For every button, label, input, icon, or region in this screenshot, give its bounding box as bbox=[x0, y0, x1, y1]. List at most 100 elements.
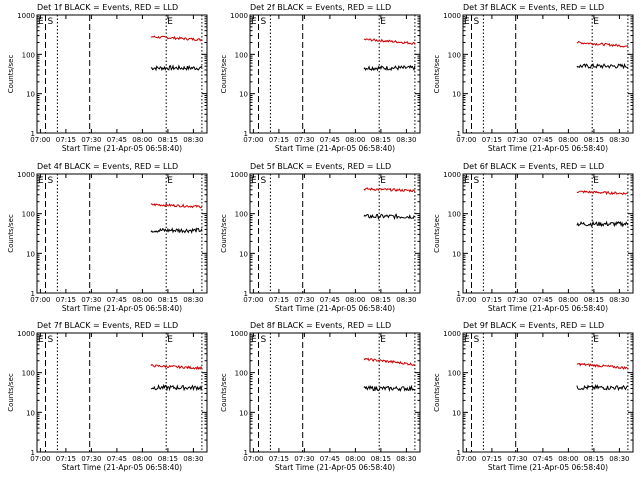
lld-series-line bbox=[150, 364, 203, 371]
x-tick-label: 07:00 bbox=[243, 455, 263, 463]
x-tick-label: 07:00 bbox=[30, 455, 50, 463]
y-tick-label: 1 bbox=[457, 130, 461, 138]
x-tick-label: 08:30 bbox=[183, 136, 203, 144]
event-marker-label: S bbox=[474, 176, 480, 186]
plot-frame bbox=[36, 173, 208, 294]
y-axis-label: Counts/sec bbox=[7, 373, 15, 412]
x-tick-label: 08:00 bbox=[345, 136, 365, 144]
event-marker-label: E bbox=[167, 335, 173, 345]
y-tick-label: 1 bbox=[244, 290, 248, 298]
event-marker-label: E bbox=[251, 176, 257, 186]
x-tick-label: 08:00 bbox=[558, 136, 578, 144]
x-tick-label: 07:30 bbox=[294, 296, 314, 304]
detector-panel-2: Det 2f BLACK = Events, RED = LLD 1 10 100 10… bbox=[220, 3, 421, 153]
x-tick-label: 08:30 bbox=[396, 296, 416, 304]
y-tick-label: 1000 bbox=[443, 171, 461, 179]
event-marker-label: E bbox=[593, 176, 599, 186]
x-axis-label: Start Time (21-Apr-05 06:58:40) bbox=[275, 144, 395, 153]
x-tick-label: 07:30 bbox=[507, 455, 527, 463]
x-axis-label: Start Time (21-Apr-05 06:58:40) bbox=[62, 144, 182, 153]
y-tick-label: 100 bbox=[235, 211, 248, 219]
x-tick-label: 07:45 bbox=[107, 136, 127, 144]
lld-series-line bbox=[576, 40, 629, 48]
x-tick-label: 08:30 bbox=[609, 455, 629, 463]
panel-title: Det 2f BLACK = Events, RED = LLD bbox=[250, 3, 391, 12]
events-series-line bbox=[363, 213, 416, 221]
event-marker-label: S bbox=[261, 335, 267, 345]
x-axis-label: Start Time (21-Apr-05 06:58:40) bbox=[488, 144, 608, 153]
event-marker-label: S bbox=[474, 17, 480, 27]
y-tick-label: 1000 bbox=[230, 12, 248, 20]
x-tick-label: 07:00 bbox=[243, 296, 263, 304]
x-tick-label: 08:15 bbox=[158, 136, 178, 144]
y-tick-label: 1 bbox=[31, 130, 35, 138]
y-tick-label: 1 bbox=[457, 290, 461, 298]
plot-frame bbox=[462, 14, 634, 134]
x-tick-label: 08:30 bbox=[609, 136, 629, 144]
event-marker-label: S bbox=[261, 17, 267, 27]
x-tick-label: 07:30 bbox=[507, 296, 527, 304]
x-tick-label: 07:00 bbox=[456, 136, 476, 144]
x-tick-label: 07:45 bbox=[107, 455, 127, 463]
x-tick-label: 07:45 bbox=[107, 296, 127, 304]
y-tick-label: 10 bbox=[239, 250, 248, 258]
y-tick-label: 1000 bbox=[443, 12, 461, 20]
y-tick-label: 1 bbox=[244, 449, 248, 457]
event-marker-label: E bbox=[380, 176, 386, 186]
lld-series-line bbox=[363, 357, 416, 367]
events-series-line bbox=[150, 227, 203, 234]
detector-panel-3: Det 3f BLACK = Events, RED = LLD 1 10 100 10… bbox=[433, 3, 634, 153]
event-marker-label: S bbox=[48, 176, 54, 186]
events-series-line bbox=[150, 383, 203, 392]
plot-frame bbox=[249, 332, 421, 453]
y-tick-label: 10 bbox=[26, 91, 35, 99]
x-tick-label: 08:30 bbox=[183, 296, 203, 304]
y-tick-label: 100 bbox=[22, 51, 35, 59]
events-series-line bbox=[150, 64, 203, 72]
y-tick-label: 10 bbox=[452, 409, 461, 417]
x-tick-label: 08:00 bbox=[558, 296, 578, 304]
x-tick-label: 07:45 bbox=[320, 136, 340, 144]
y-tick-label: 100 bbox=[235, 370, 248, 378]
detector-panel-8: Det 8f BLACK = Events, RED = LLD 1 10 100 10… bbox=[220, 321, 421, 472]
y-tick-label: 10 bbox=[452, 250, 461, 258]
x-axis-label: Start Time (21-Apr-05 06:58:40) bbox=[62, 304, 182, 313]
x-tick-label: 07:45 bbox=[533, 455, 553, 463]
x-tick-label: 07:15 bbox=[482, 136, 502, 144]
x-tick-label: 08:15 bbox=[371, 136, 391, 144]
y-tick-label: 1000 bbox=[17, 12, 35, 20]
event-marker-label: E bbox=[38, 176, 44, 186]
y-tick-label: 1 bbox=[244, 130, 248, 138]
event-marker-label: E bbox=[251, 335, 257, 345]
x-tick-label: 07:30 bbox=[507, 136, 527, 144]
event-marker-label: S bbox=[474, 335, 480, 345]
panel-title: Det 7f BLACK = Events, RED = LLD bbox=[37, 321, 178, 330]
x-tick-label: 07:45 bbox=[320, 296, 340, 304]
x-tick-label: 07:15 bbox=[56, 455, 76, 463]
events-series-line bbox=[363, 64, 416, 72]
y-tick-label: 1000 bbox=[17, 171, 35, 179]
y-tick-label: 1000 bbox=[17, 330, 35, 338]
y-axis-label: Counts/sec bbox=[433, 55, 441, 94]
panel-title: Det 1f BLACK = Events, RED = LLD bbox=[37, 3, 178, 12]
y-axis-label: Counts/sec bbox=[433, 214, 441, 253]
x-tick-label: 08:00 bbox=[345, 296, 365, 304]
y-axis-label: Counts/sec bbox=[220, 373, 228, 412]
y-axis-label: Counts/sec bbox=[220, 214, 228, 253]
x-tick-label: 07:00 bbox=[456, 455, 476, 463]
event-marker-label: S bbox=[261, 176, 267, 186]
y-tick-label: 10 bbox=[452, 91, 461, 99]
lld-series-line bbox=[363, 38, 416, 45]
detector-panel-6: Det 6f BLACK = Events, RED = LLD 1 10 100 10… bbox=[433, 162, 634, 313]
x-tick-label: 08:00 bbox=[345, 455, 365, 463]
event-marker-label: E bbox=[38, 335, 44, 345]
x-tick-label: 08:30 bbox=[396, 455, 416, 463]
events-series-line bbox=[576, 220, 629, 228]
x-axis-label: Start Time (21-Apr-05 06:58:40) bbox=[275, 304, 395, 313]
event-marker-label: E bbox=[38, 17, 44, 27]
x-tick-label: 07:15 bbox=[269, 455, 289, 463]
lld-series-line bbox=[150, 203, 203, 209]
y-tick-label: 100 bbox=[448, 211, 461, 219]
y-tick-label: 1000 bbox=[230, 171, 248, 179]
